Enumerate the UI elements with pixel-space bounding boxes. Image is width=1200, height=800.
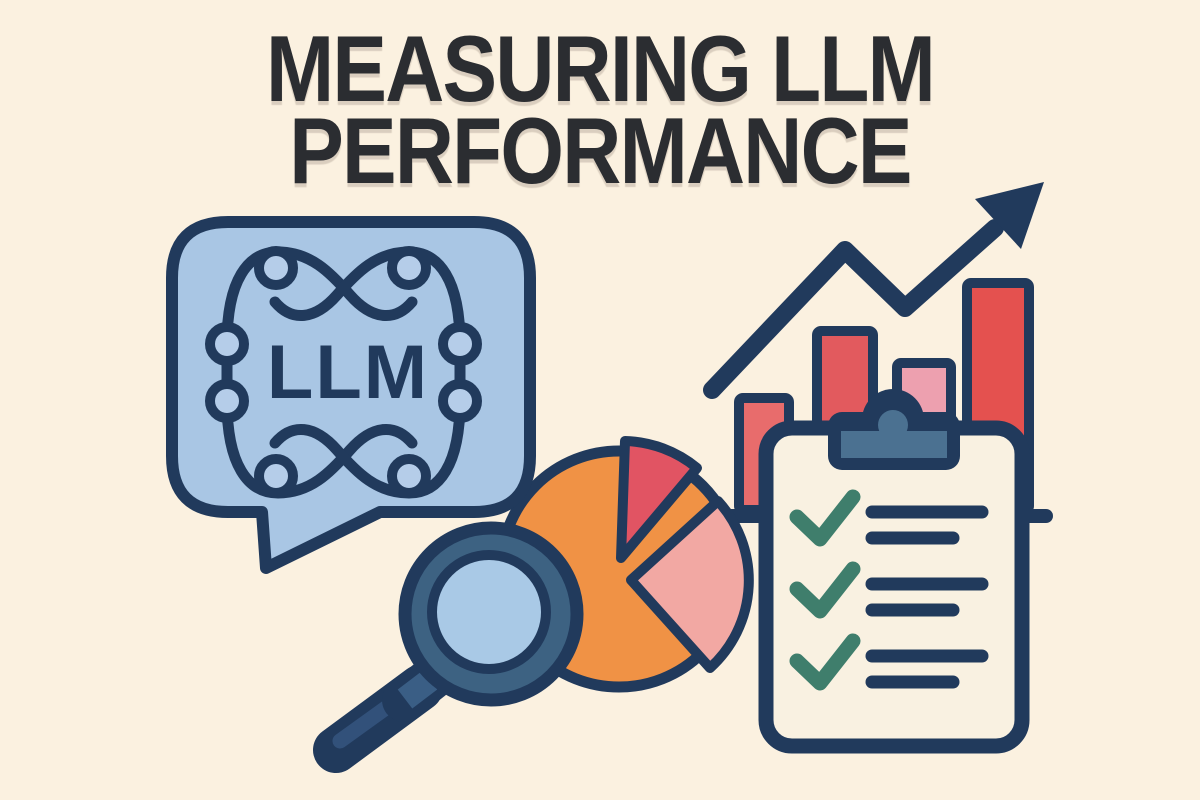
network-node <box>254 246 298 290</box>
trend-arrow-head <box>975 182 1044 249</box>
title-line-2: PERFORMANCE <box>289 98 912 203</box>
trend-arrow-icon <box>703 182 1044 399</box>
trend-arrow-shaft <box>703 219 1004 399</box>
magnifier-icon <box>313 521 584 773</box>
speech-bubble-icon: LLM <box>166 216 536 574</box>
network-node <box>205 322 249 366</box>
clipboard-clip-inner <box>841 431 947 458</box>
network-node <box>387 454 431 498</box>
clipboard-icon <box>758 389 1030 754</box>
network-node <box>387 246 431 290</box>
network-strand <box>221 395 418 499</box>
llm-network-icon <box>205 246 482 499</box>
network-node <box>438 379 482 423</box>
checklist-check-icon <box>789 561 861 619</box>
network-node <box>438 322 482 366</box>
checklist <box>789 489 989 691</box>
network-node <box>254 454 298 498</box>
magnifier-collar <box>397 670 438 709</box>
network-strand <box>269 395 466 499</box>
network-strand <box>269 246 466 350</box>
page-title: MEASURING LLM PERFORMANCE <box>78 16 1122 203</box>
checklist-check-icon <box>789 633 861 691</box>
pie-slice-pink <box>626 496 754 673</box>
llm-label: LLM <box>267 330 429 415</box>
checklist-check-icon <box>789 489 861 547</box>
pie-slice-red <box>616 436 702 563</box>
network-node <box>205 379 249 423</box>
title-line-1: MEASURING LLM <box>266 16 936 121</box>
magnifier-lens <box>427 550 551 674</box>
network-strand <box>221 246 418 350</box>
